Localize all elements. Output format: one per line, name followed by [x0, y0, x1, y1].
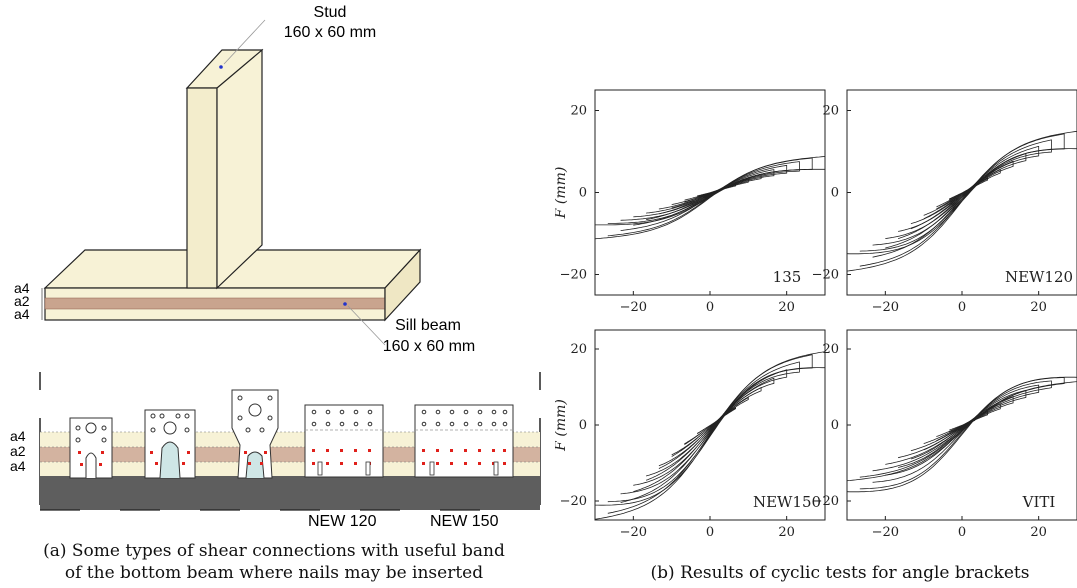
panel-new150: −20 0 20 20 0 −20 F (mm) NEW150	[555, 329, 826, 540]
panel-label-bg	[755, 265, 819, 287]
y-tick-label: −20	[812, 268, 839, 283]
hysteresis-curves	[847, 376, 1077, 493]
panel-label-bg	[1007, 265, 1071, 287]
bracket-new-150	[414, 404, 514, 478]
y-axis-label: F (mm)	[555, 399, 569, 452]
panel-label: 135	[773, 268, 802, 286]
x-tick-label: 0	[958, 300, 966, 315]
hysteresis-loop	[684, 407, 736, 445]
x-tick-label: −20	[620, 525, 647, 540]
caption-b: (b) Results of cyclic tests for angle br…	[650, 563, 1030, 583]
panel-viti: −20 0 20 20 0 −20 VITI	[812, 329, 1077, 540]
hysteresis-loop	[910, 396, 1014, 460]
layer-labels-lower: a4 a2 a4	[10, 429, 26, 474]
bracket-3	[231, 389, 279, 479]
sill-label: Sill beam	[395, 317, 461, 334]
stud	[185, 48, 264, 290]
x-tick-label: 20	[1030, 300, 1047, 315]
hysteresis-loop	[847, 130, 1077, 272]
layer-label-a4-bottom: a4	[14, 306, 30, 322]
figure-a-drawing	[39, 19, 541, 511]
hysteresis-loop	[620, 161, 800, 231]
hysteresis-loop	[936, 410, 988, 442]
x-tick-label: 20	[778, 525, 795, 540]
hysteresis-loop	[897, 153, 1027, 239]
y-axis-label: F (mm)	[555, 167, 569, 220]
hysteresis-loop	[872, 380, 1052, 483]
hysteresis-loop	[645, 377, 775, 481]
x-tick-label: 0	[706, 525, 714, 540]
stud-dims: 160 x 60 mm	[283, 24, 377, 41]
caption-a-line1: (a) Some types of shear connections with…	[43, 541, 505, 561]
hysteresis-curves	[595, 156, 825, 240]
panel-label-bg	[755, 490, 819, 512]
y-tick-label: 0	[579, 186, 587, 201]
y-tick-label: 20	[822, 342, 839, 357]
y-tick-label: 20	[570, 104, 587, 119]
layer-label-a2: a2	[10, 443, 26, 459]
y-tick-label: −20	[560, 268, 587, 283]
x-tick-label: 20	[778, 300, 795, 315]
hysteresis-loop	[671, 396, 749, 457]
y-tick-label: −20	[560, 494, 587, 509]
y-tick-label: 0	[831, 186, 839, 201]
hysteresis-curves	[595, 351, 825, 520]
hysteresis-loop	[595, 156, 825, 240]
bracket-label-new-120: NEW 120	[308, 513, 377, 530]
caption-a-line2: of the bottom beam where nails may be in…	[64, 563, 484, 583]
x-tick-label: −20	[620, 300, 647, 315]
layer-label-a4-bottom: a4	[10, 458, 26, 474]
panel-135: −20 0 20 20 0 −20 F (mm) 135	[555, 89, 826, 315]
y-tick-label: 20	[822, 104, 839, 119]
layer-labels-upper: a4 a2 a4	[14, 280, 30, 322]
layer-label-a2: a2	[14, 293, 30, 309]
hysteresis-curves	[847, 130, 1077, 272]
hysteresis-loop	[607, 354, 813, 514]
bracket-2	[144, 409, 196, 479]
bracket-new-120	[304, 404, 384, 478]
panel-label-bg	[1007, 490, 1071, 512]
hysteresis-loop	[658, 386, 762, 469]
x-tick-label: 20	[1030, 525, 1047, 540]
caption-a: (a) Some types of shear connections with…	[4, 540, 544, 584]
y-tick-label: 0	[579, 418, 587, 433]
x-tick-label: 0	[958, 525, 966, 540]
panel-label: NEW120	[1005, 268, 1073, 286]
panel-new120: −20 0 20 20 0 −20 NEW120	[812, 89, 1077, 315]
x-tick-label: −20	[872, 525, 899, 540]
hysteresis-loop	[859, 133, 1065, 267]
y-tick-label: 0	[831, 418, 839, 433]
layer-label-a4-top: a4	[14, 280, 30, 296]
panel-label: NEW150	[753, 493, 821, 511]
layer-label-a4-top: a4	[10, 428, 26, 444]
hysteresis-loop	[859, 377, 1065, 490]
x-tick-label: −20	[872, 300, 899, 315]
hysteresis-loop	[885, 384, 1040, 476]
x-tick-label: 0	[706, 300, 714, 315]
hysteresis-loop	[595, 351, 825, 520]
hysteresis-loop	[898, 389, 1027, 468]
sill-dims: 160 x 60 mm	[382, 338, 476, 355]
y-tick-label: 20	[570, 342, 587, 357]
bracket-1	[69, 417, 113, 479]
panel-label: VITI	[1022, 493, 1056, 511]
y-tick-label: −20	[812, 494, 839, 509]
hysteresis-loop	[847, 376, 1077, 493]
hysteresis-loop	[607, 157, 813, 237]
hysteresis-loop	[620, 361, 800, 503]
stud-label: Stud	[313, 4, 347, 21]
bracket-label-new-150: NEW 150	[430, 513, 499, 530]
